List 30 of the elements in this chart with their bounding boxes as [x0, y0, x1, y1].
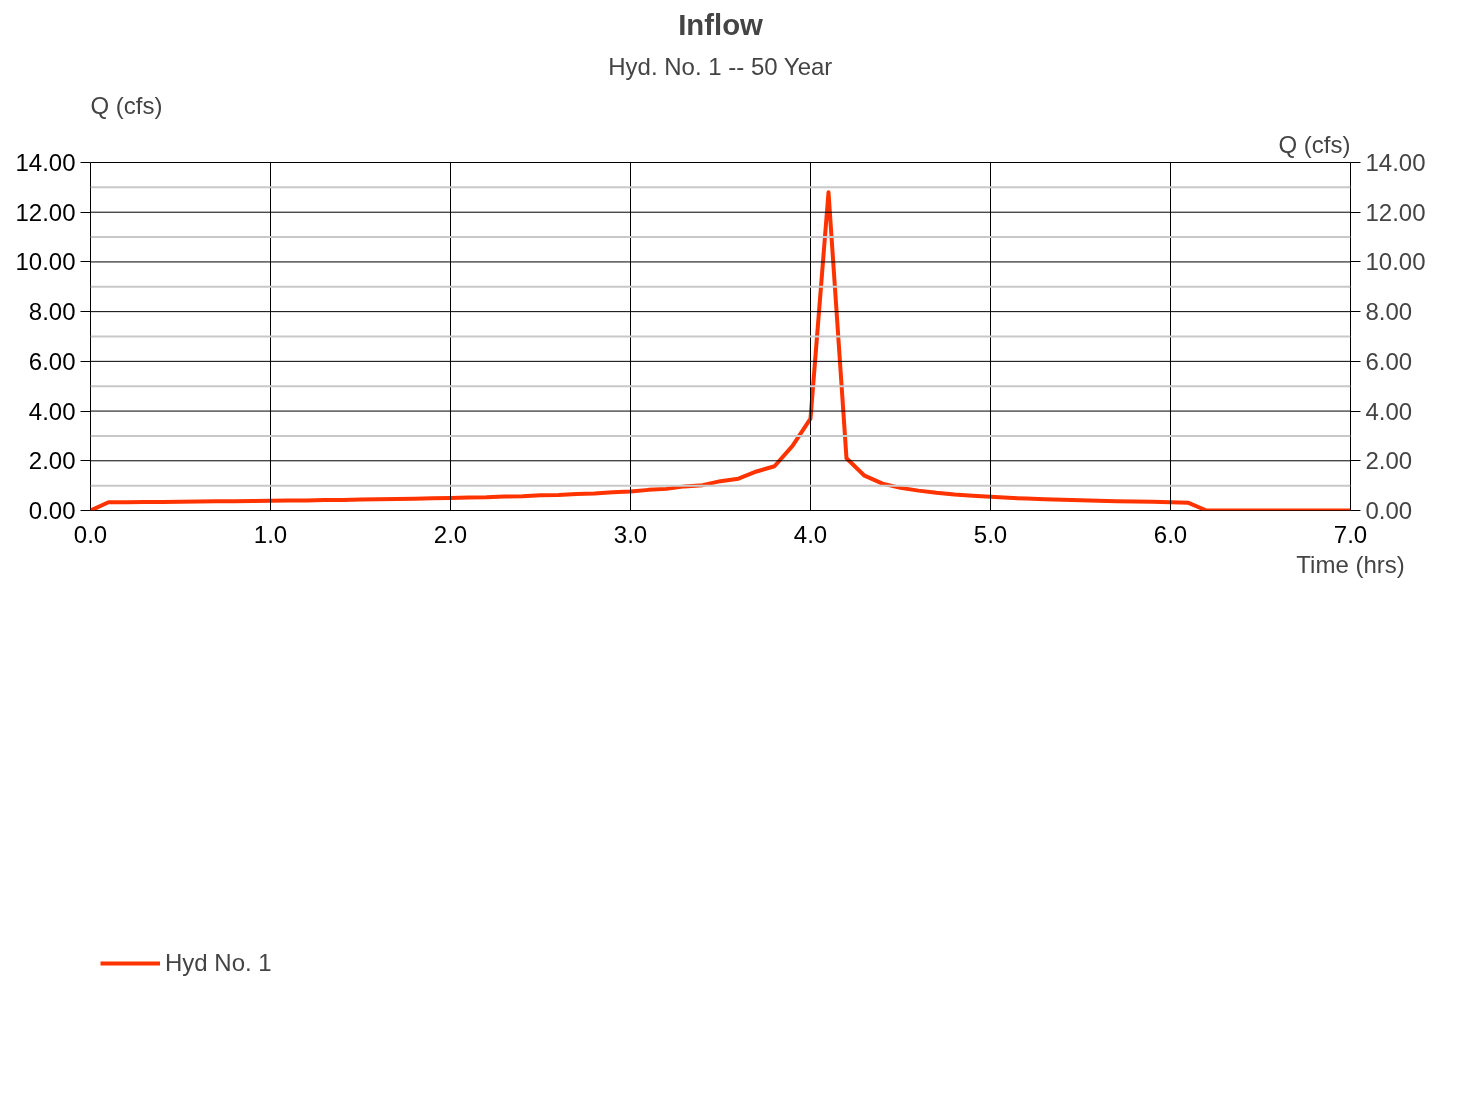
y-tick-label: 8.00 — [28, 298, 76, 326]
y2-tick-label: 10.00 — [1365, 248, 1426, 276]
y2-tick-label: 6.00 — [1365, 347, 1413, 375]
x-tick-label: 5.0 — [973, 520, 1008, 548]
x-tick-label: 4.0 — [793, 520, 828, 548]
y2-tick-label: 14.00 — [1365, 149, 1426, 176]
x-tick-label: 7.0 — [1333, 520, 1368, 548]
y2-tick-label: 8.00 — [1365, 298, 1413, 326]
y-tick-label: 0.00 — [28, 497, 76, 524]
x-tick-label: 6.0 — [1153, 520, 1188, 548]
y-axis-title: Q (cfs) — [90, 91, 163, 119]
x-axis-title: Time (hrs) — [1296, 550, 1405, 578]
chart-subtitle: Hyd. No. 1 -- 50 Year — [608, 52, 833, 80]
y-tick-label: 10.00 — [15, 248, 76, 276]
y2-tick-label: 2.00 — [1365, 447, 1413, 475]
y2-axis-title: Q (cfs) — [1278, 130, 1351, 158]
y-tick-label: 6.00 — [28, 347, 76, 375]
y-tick-label: 4.00 — [28, 397, 76, 425]
x-tick-label: 1.0 — [253, 520, 288, 548]
y-tick-label: 2.00 — [28, 447, 76, 475]
x-tick-label: 3.0 — [613, 520, 648, 548]
chart-title: Inflow — [678, 7, 764, 41]
x-tick-label: 0.0 — [73, 520, 108, 548]
x-tick-label: 2.0 — [433, 520, 468, 548]
y2-tick-label: 12.00 — [1365, 198, 1426, 226]
y-tick-label: 12.00 — [15, 198, 76, 226]
y2-tick-label: 4.00 — [1365, 397, 1413, 425]
legend-label: Hyd No. 1 — [165, 949, 272, 977]
y2-tick-label: 0.00 — [1365, 497, 1413, 524]
y-tick-label: 14.00 — [15, 149, 76, 176]
